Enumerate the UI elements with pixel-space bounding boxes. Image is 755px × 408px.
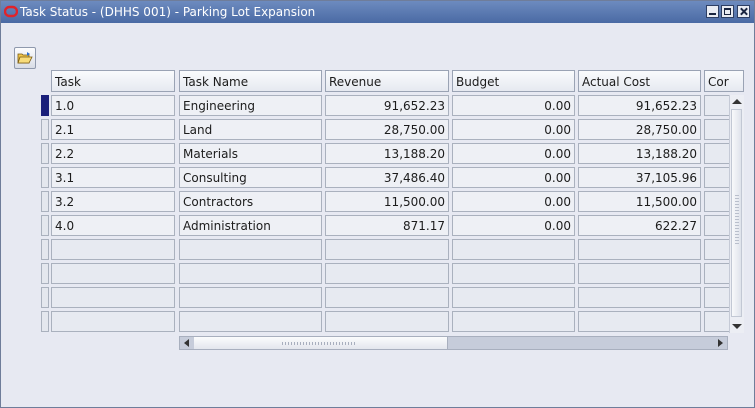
minimize-icon[interactable]: [706, 5, 719, 18]
cell-task[interactable]: 3.2: [51, 191, 175, 212]
cell-revenue[interactable]: [325, 263, 449, 284]
row-selector[interactable]: [41, 239, 49, 260]
cell-revenue[interactable]: 91,652.23: [325, 95, 449, 116]
row-selector[interactable]: [41, 311, 49, 332]
cell-actual-cost[interactable]: 28,750.00: [578, 119, 701, 140]
oracle-ring-icon: [4, 5, 18, 18]
row-selector[interactable]: [41, 167, 49, 188]
cell-budget[interactable]: 0.00: [452, 143, 575, 164]
cell-task[interactable]: 1.0: [51, 95, 175, 116]
cell-budget[interactable]: [452, 311, 575, 332]
cell-task-name[interactable]: Engineering: [179, 95, 322, 116]
cell-revenue[interactable]: 37,486.40: [325, 167, 449, 188]
cell-actual-cost[interactable]: [578, 287, 701, 308]
scroll-grip: [735, 195, 739, 245]
cell-actual-cost[interactable]: 13,188.20: [578, 143, 701, 164]
cell-task[interactable]: 2.1: [51, 119, 175, 140]
column-header-budget[interactable]: Budget: [452, 70, 575, 92]
cell-budget[interactable]: 0.00: [452, 191, 575, 212]
row-selector[interactable]: [41, 143, 49, 164]
open-folder-icon: [17, 52, 33, 64]
cell-budget[interactable]: [452, 263, 575, 284]
cell-task[interactable]: [51, 263, 175, 284]
cell-actual-cost[interactable]: [578, 311, 701, 332]
cell-task[interactable]: [51, 239, 175, 260]
cell-revenue[interactable]: 28,750.00: [325, 119, 449, 140]
cell-revenue[interactable]: [325, 239, 449, 260]
column-header-task[interactable]: Task: [51, 70, 175, 92]
cell-task-name[interactable]: Administration: [179, 215, 322, 236]
row-selector[interactable]: [41, 119, 49, 140]
scroll-grip: [282, 342, 356, 345]
cell-task-name[interactable]: Materials: [179, 143, 322, 164]
scroll-left-icon[interactable]: [184, 339, 189, 347]
row-selector[interactable]: [41, 287, 49, 308]
cell-task-name[interactable]: [179, 239, 322, 260]
cell-task[interactable]: [51, 311, 175, 332]
cell-revenue[interactable]: 11,500.00: [325, 191, 449, 212]
row-selector[interactable]: [41, 215, 49, 236]
cell-actual-cost[interactable]: 37,105.96: [578, 167, 701, 188]
cell-task[interactable]: [51, 287, 175, 308]
cell-task-name[interactable]: Contractors: [179, 191, 322, 212]
cell-task-name[interactable]: Consulting: [179, 167, 322, 188]
cell-budget[interactable]: 0.00: [452, 167, 575, 188]
cell-actual-cost[interactable]: [578, 239, 701, 260]
row-selector[interactable]: [41, 191, 49, 212]
cell-revenue[interactable]: [325, 311, 449, 332]
cell-budget[interactable]: [452, 287, 575, 308]
cell-actual-cost[interactable]: 11,500.00: [578, 191, 701, 212]
column-header-revenue[interactable]: Revenue: [325, 70, 449, 92]
cell-budget[interactable]: 0.00: [452, 215, 575, 236]
open-folder-button[interactable]: [14, 47, 36, 69]
horizontal-scroll-thumb[interactable]: [194, 337, 448, 349]
scroll-right-icon[interactable]: [718, 339, 723, 347]
cell-budget[interactable]: 0.00: [452, 119, 575, 140]
row-selector[interactable]: [41, 263, 49, 284]
cell-actual-cost[interactable]: [578, 263, 701, 284]
cell-actual-cost[interactable]: 91,652.23: [578, 95, 701, 116]
scroll-down-icon[interactable]: [732, 324, 742, 329]
cell-revenue[interactable]: 871.17: [325, 215, 449, 236]
horizontal-scrollbar[interactable]: [179, 336, 728, 350]
cell-budget[interactable]: 0.00: [452, 95, 575, 116]
cell-actual-cost[interactable]: 622.27: [578, 215, 701, 236]
cell-revenue[interactable]: 13,188.20: [325, 143, 449, 164]
cell-budget[interactable]: [452, 239, 575, 260]
cell-task-name[interactable]: [179, 311, 322, 332]
column-header-actual-cost[interactable]: Actual Cost: [578, 70, 701, 92]
scroll-up-icon[interactable]: [732, 99, 742, 104]
cell-task-name[interactable]: [179, 263, 322, 284]
cell-task[interactable]: 2.2: [51, 143, 175, 164]
task-status-table: Task Task Name Revenue Budget Actual Cost Cor…: [41, 70, 746, 335]
cell-task[interactable]: 4.0: [51, 215, 175, 236]
row-selector[interactable]: [41, 95, 49, 116]
cell-task-name[interactable]: Land: [179, 119, 322, 140]
vertical-scroll-thumb[interactable]: [731, 109, 742, 317]
cell-revenue[interactable]: [325, 287, 449, 308]
close-icon[interactable]: [737, 5, 750, 18]
cell-task-name[interactable]: [179, 287, 322, 308]
title-bar[interactable]: Task Status - (DHHS 001) - Parking Lot E…: [1, 1, 754, 23]
vertical-scrollbar[interactable]: [729, 95, 744, 333]
window-title: Task Status - (DHHS 001) - Parking Lot E…: [20, 5, 316, 19]
column-header-cost-partial[interactable]: Cor: [704, 70, 744, 92]
maximize-icon[interactable]: [721, 5, 734, 18]
cell-task[interactable]: 3.1: [51, 167, 175, 188]
column-header-task-name[interactable]: Task Name: [179, 70, 322, 92]
